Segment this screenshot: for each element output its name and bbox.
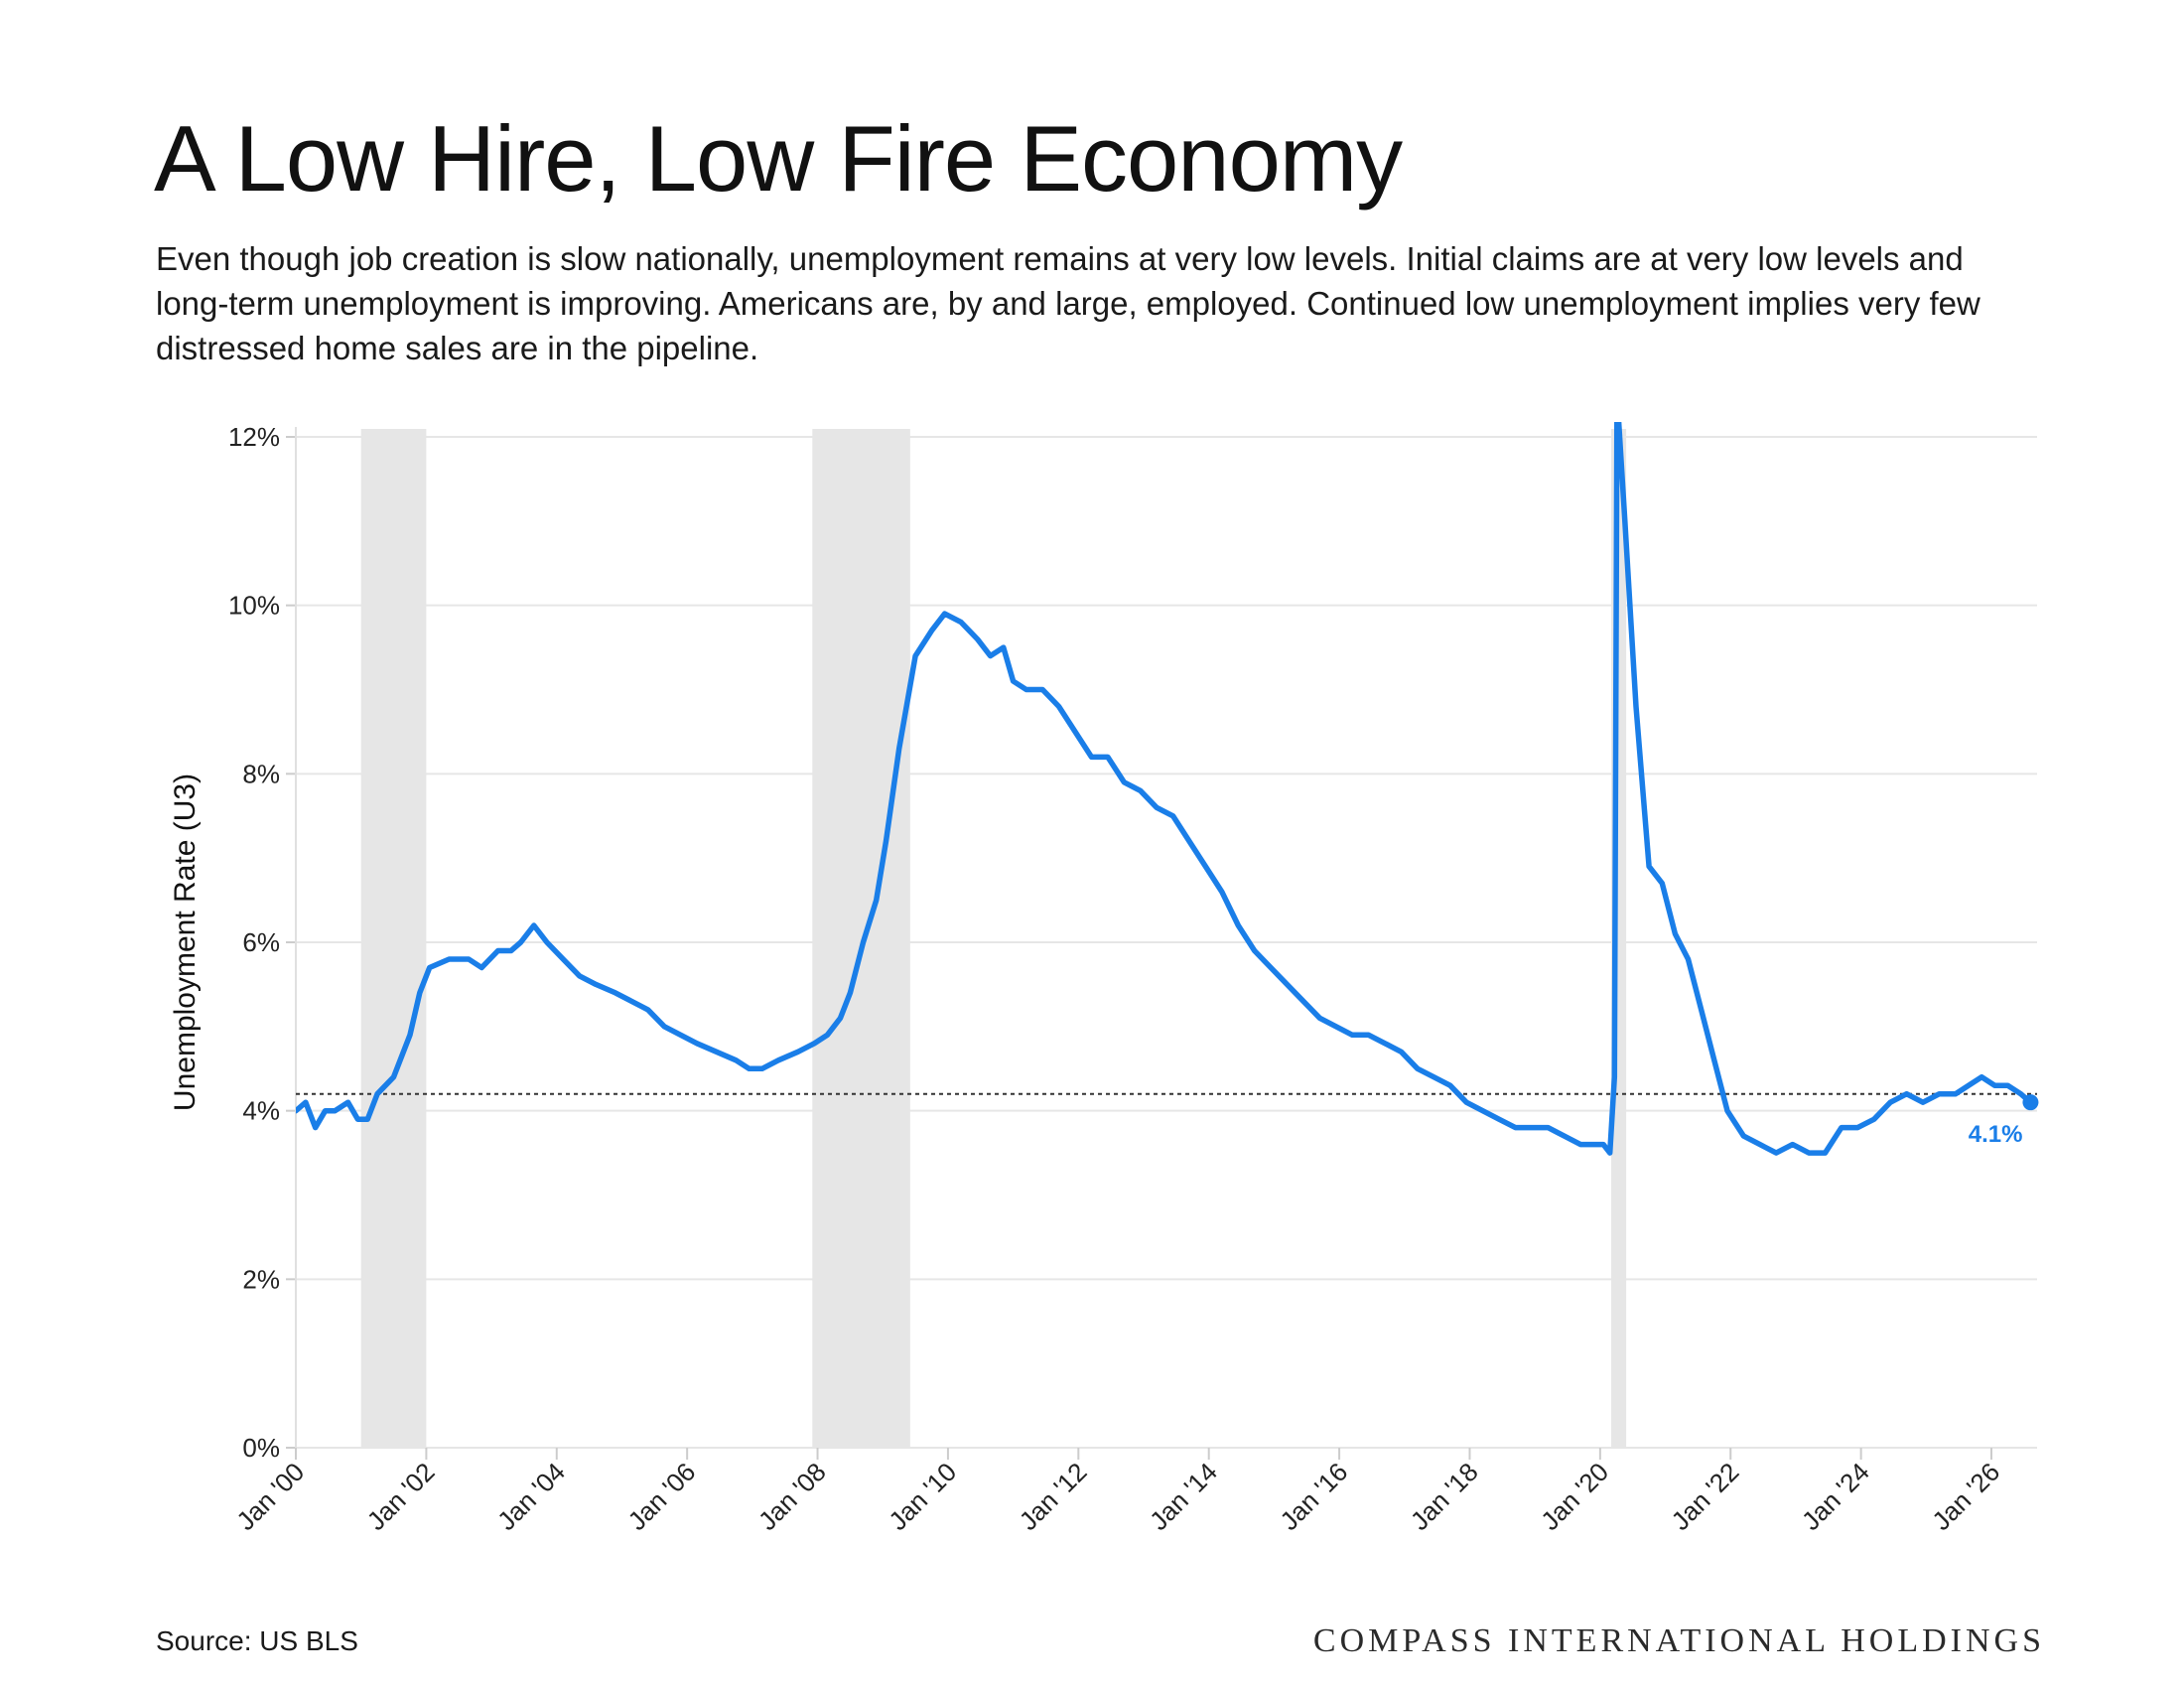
x-tick-label: Jan '26 [1926,1457,2005,1536]
y-tick-label: 0% [242,1433,280,1463]
series-layer [296,422,2034,1156]
x-tick-label: Jan '00 [230,1457,310,1536]
recession-bands [360,429,1627,1448]
chart-subtitle: Even though job creation is slow nationa… [156,240,1980,366]
y-tick-label: 8% [242,759,280,788]
y-tick-label: 10% [228,591,280,621]
chart-title: A Low Hire, Low Fire Economy [154,106,1403,211]
x-tick-label: Jan '06 [621,1457,701,1536]
x-tick-label: Jan '12 [1014,1457,1093,1536]
end-point-marker [2022,1094,2039,1111]
x-tick-label: Jan '18 [1405,1457,1484,1536]
y-tick-label: 6% [242,927,280,957]
x-tick-label: Jan '02 [361,1457,441,1536]
end-value-label: 4.1% [1969,1121,2023,1148]
x-tick-label: Jan '08 [752,1457,832,1536]
x-tick-label: Jan '16 [1274,1457,1353,1536]
x-tick-label: Jan '24 [1796,1457,1875,1536]
recession-band [812,429,910,1448]
x-tick-label: Jan '04 [491,1457,571,1536]
y-tick-label: 4% [242,1096,280,1126]
recession-band [360,429,427,1448]
x-tick-label: Jan '20 [1535,1457,1614,1536]
x-tick-label: Jan '14 [1144,1457,1223,1536]
x-tick-label: Jan '10 [883,1457,962,1536]
source-note: Source: US BLS [156,1625,358,1656]
brand-logo: COMPASS INTERNATIONAL HOLDINGS [1312,1622,2045,1659]
axes [286,427,1993,1460]
chart-labels: 0% 2% 4% 6% 8% 10% 12% Jan '00 Jan '02 Jan '04 Jan… [169,422,2039,1536]
x-tick-label: Jan '22 [1666,1457,1745,1536]
y-tick-label: 12% [228,422,280,452]
y-axis-label: Unemployment Rate (U3) [169,774,202,1111]
unemployment-rate-line [296,422,2034,1156]
y-tick-label: 2% [242,1264,280,1294]
grid-lines [296,436,2037,1449]
